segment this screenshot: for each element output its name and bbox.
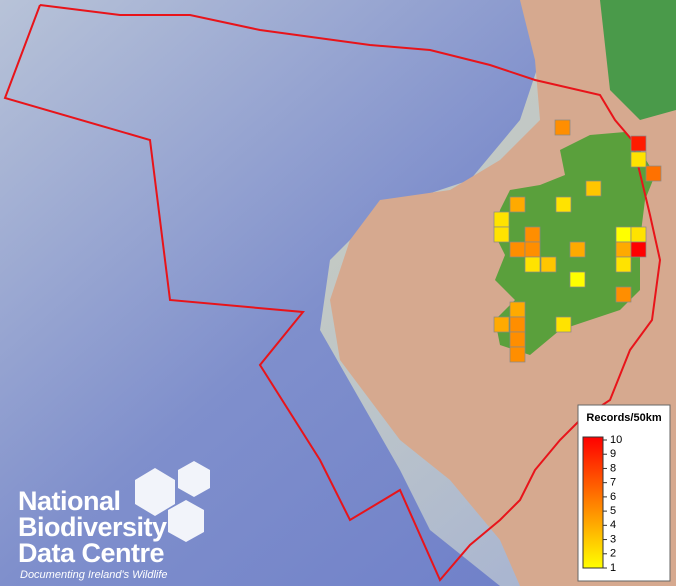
records-grid <box>493 119 662 363</box>
record-cell <box>615 286 632 303</box>
record-cell <box>509 196 526 213</box>
record-cell <box>630 241 647 258</box>
logo-tagline: Documenting Ireland's Wildlife <box>20 569 168 581</box>
record-cell <box>509 346 526 363</box>
logo-text: Biodiversity <box>18 512 167 542</box>
legend-tick-label: 7 <box>610 477 616 489</box>
record-cell <box>509 316 526 333</box>
record-cell <box>569 271 586 288</box>
legend-tick-label: 1 <box>610 562 616 574</box>
legend-tick-label: 9 <box>610 448 616 460</box>
record-cell <box>493 226 510 243</box>
record-cell <box>524 226 541 243</box>
logo: National Biodiversity Data Centre Docume… <box>18 461 210 581</box>
legend-tick-label: 8 <box>610 462 616 474</box>
record-cell <box>615 256 632 273</box>
record-cell <box>493 316 510 333</box>
record-cell <box>509 241 526 258</box>
britain <box>600 0 676 120</box>
record-cell <box>585 180 602 197</box>
logo-text: Data Centre <box>18 538 165 568</box>
legend-title: Records/50km <box>586 412 661 424</box>
record-cell <box>493 211 510 228</box>
logo-hex <box>178 461 210 497</box>
record-cell <box>615 226 632 243</box>
legend-tick-label: 3 <box>610 533 616 545</box>
record-cell <box>524 256 541 273</box>
record-cell <box>630 226 647 243</box>
legend: Records/50km 1 2 3 4 5 6 7 8 9 10 <box>577 404 671 582</box>
logo-text: National <box>18 486 121 516</box>
legend-tick-label: 2 <box>610 548 616 560</box>
legend-tick-label: 5 <box>610 505 616 517</box>
record-cell <box>645 165 662 182</box>
legend-tick-label: 6 <box>610 491 616 503</box>
record-cell <box>524 241 541 258</box>
record-cell <box>615 241 632 258</box>
logo-hex <box>168 500 204 542</box>
record-cell <box>630 151 647 168</box>
record-cell <box>509 301 526 318</box>
logo-hex <box>135 468 175 516</box>
record-cell <box>555 196 572 213</box>
record-cell <box>554 119 571 136</box>
legend-ramp <box>582 436 604 569</box>
record-cell <box>509 331 526 348</box>
record-cell <box>555 316 572 333</box>
record-cell <box>540 256 557 273</box>
legend-tick-label: 10 <box>610 434 622 446</box>
legend-tick-label: 4 <box>610 519 616 531</box>
record-cell <box>630 135 647 152</box>
record-cell <box>569 241 586 258</box>
